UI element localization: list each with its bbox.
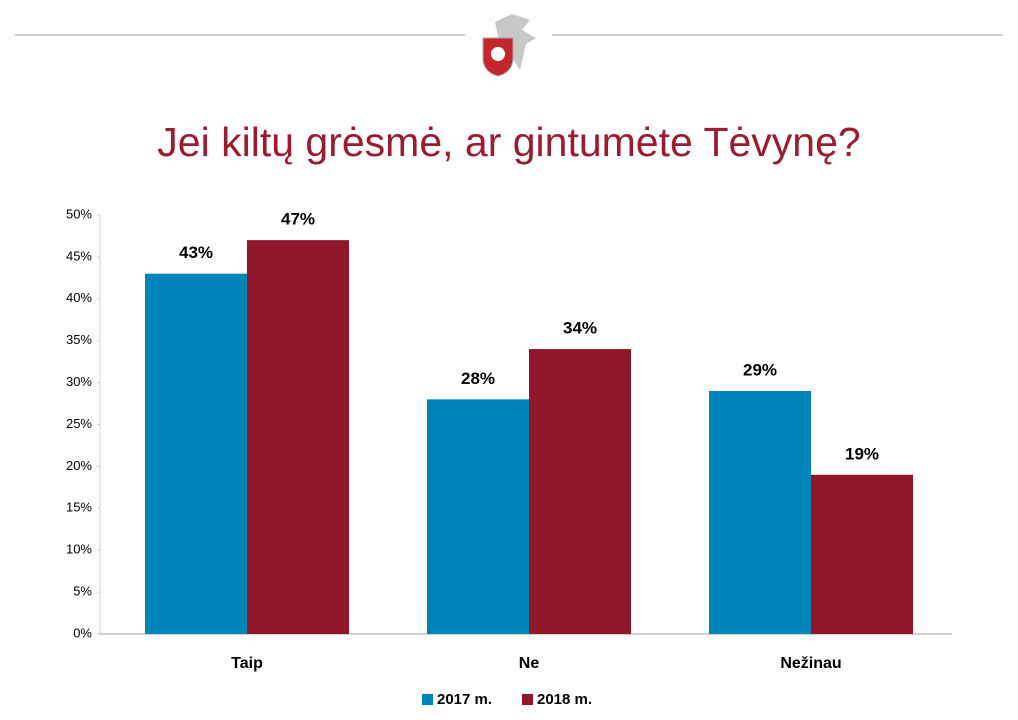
value-label: 19% — [845, 444, 879, 463]
y-tick-label: 45% — [66, 248, 92, 263]
x-tick-label: Nežinau — [780, 655, 841, 672]
bar — [247, 240, 349, 634]
legend-label: 2018 m. — [537, 691, 592, 708]
value-label: 29% — [743, 360, 777, 379]
y-tick-label: 35% — [66, 332, 92, 347]
y-tick-label: 20% — [66, 458, 92, 473]
y-tick-label: 30% — [66, 374, 92, 389]
bar — [811, 474, 913, 634]
value-label: 43% — [179, 243, 213, 262]
value-label: 47% — [281, 210, 315, 229]
y-tick-label: 50% — [66, 206, 92, 221]
y-tick-label: 10% — [66, 542, 92, 557]
x-tick-label: Ne — [519, 655, 540, 672]
y-tick-label: 25% — [66, 416, 92, 431]
legend-swatch — [422, 694, 433, 705]
y-tick-label: 0% — [73, 625, 92, 640]
bar — [145, 273, 247, 634]
y-tick-label: 15% — [66, 500, 92, 515]
value-label: 34% — [563, 319, 597, 338]
bar — [709, 390, 811, 634]
chart-title: Jei kiltų grėsmė, ar gintumėte Tėvynę? — [157, 119, 860, 165]
y-tick-label: 40% — [66, 290, 92, 305]
bar — [427, 399, 529, 634]
bar — [529, 349, 631, 634]
x-tick-label: Taip — [231, 655, 263, 672]
legend-label: 2017 m. — [437, 691, 492, 708]
y-tick-label: 5% — [73, 584, 92, 599]
emblem — [482, 14, 536, 77]
value-label: 28% — [461, 369, 495, 388]
legend-swatch — [522, 694, 533, 705]
